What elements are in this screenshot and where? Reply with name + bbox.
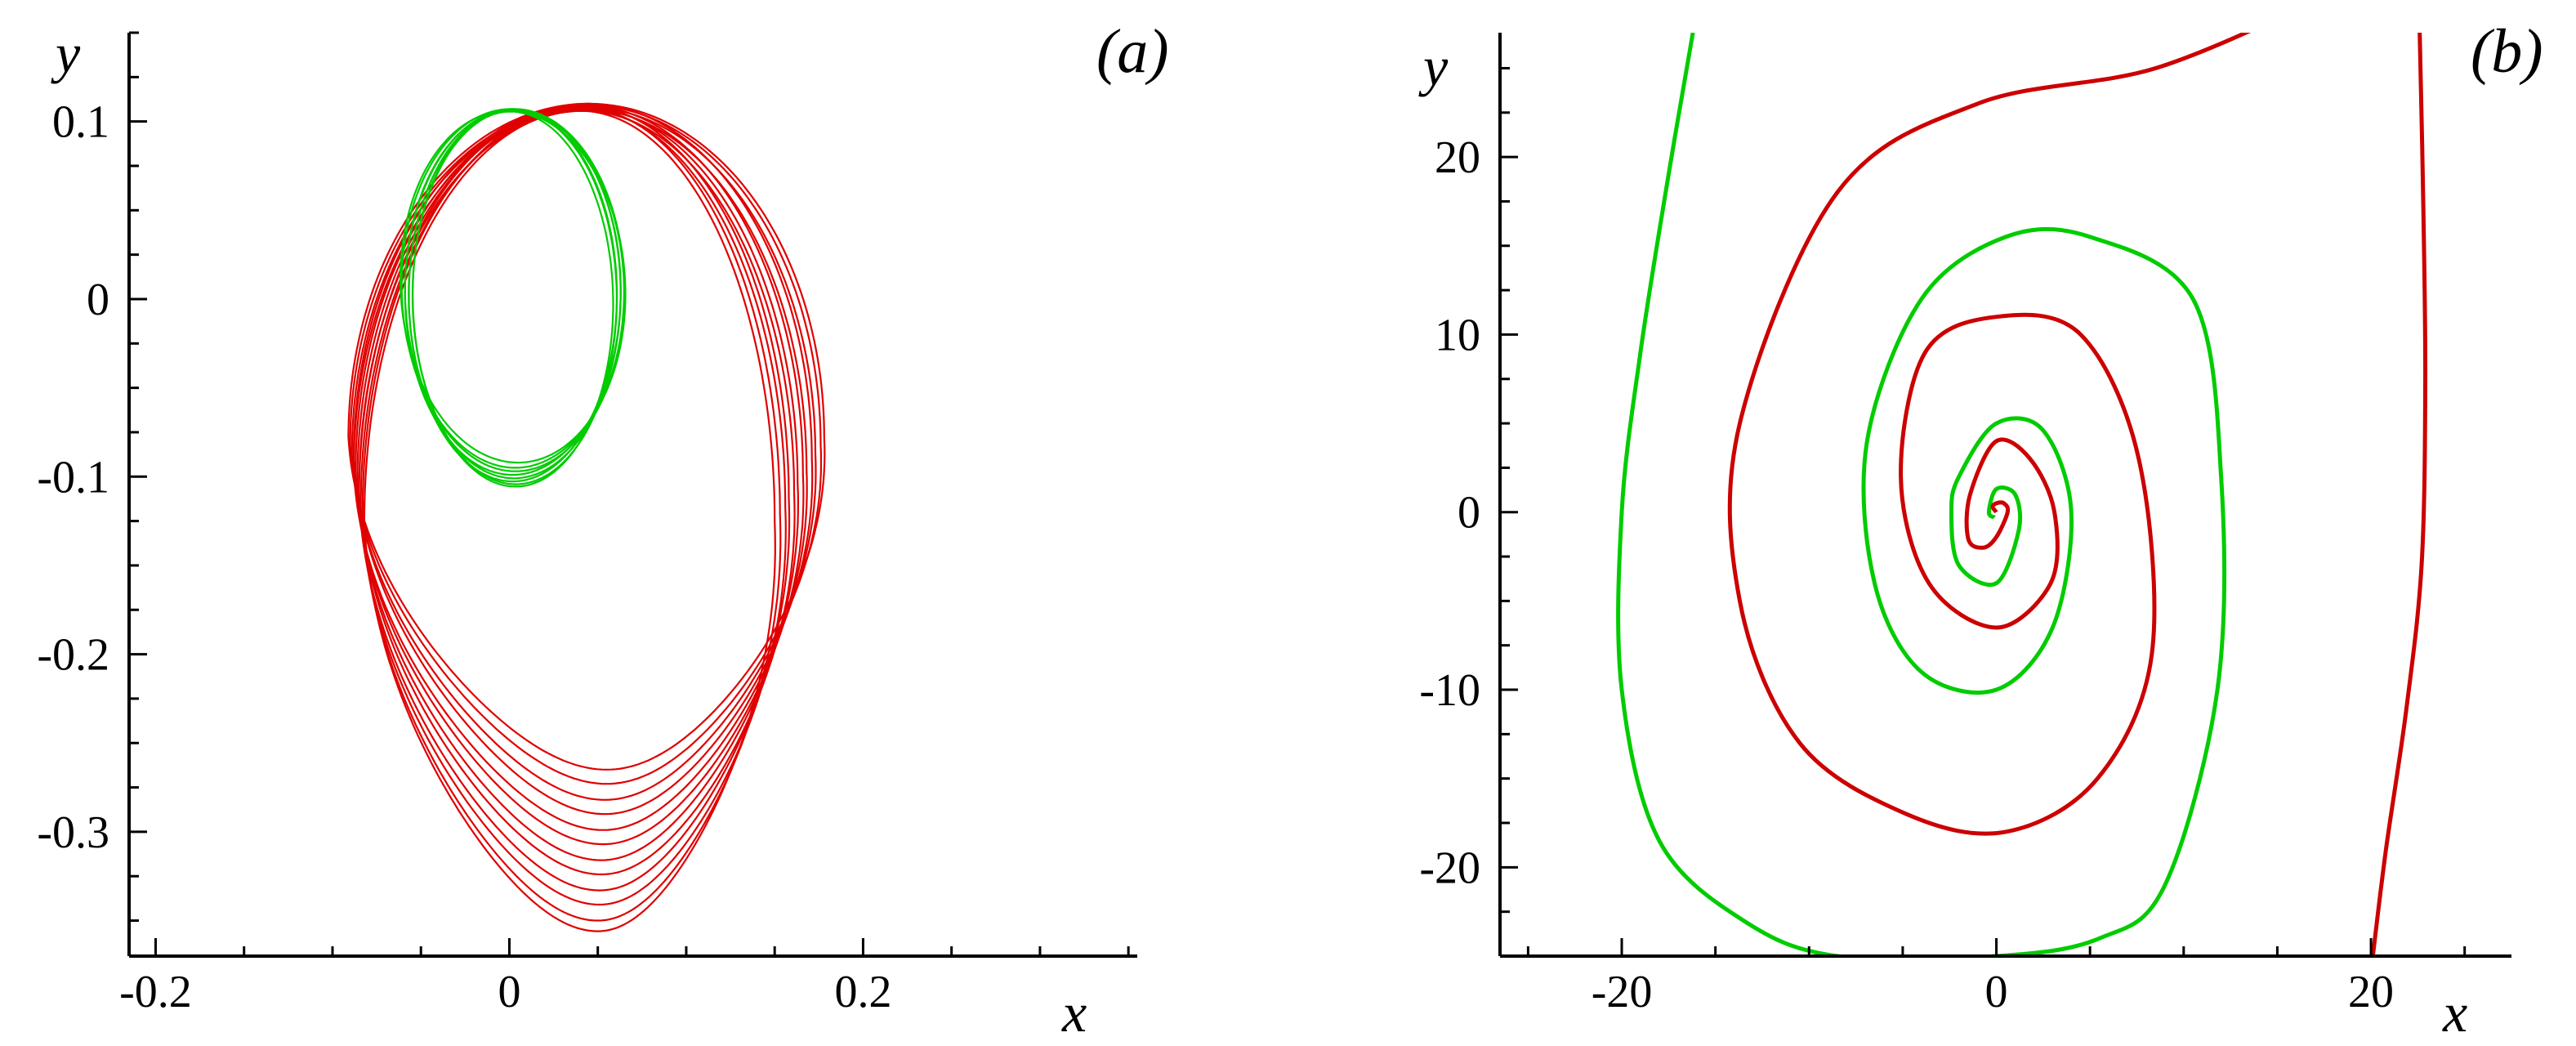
y-tick-label: -10 [1419,665,1480,716]
panel-b-xtick-labels: -20 0 20 [1592,967,2394,1017]
x-tick-label: 0 [498,967,520,1017]
panel-b-label: (b) [2471,17,2543,86]
red-orbit-line [349,104,823,785]
green-orbit-line [400,110,627,464]
y-tick-label: 10 [1435,310,1480,360]
x-tick-label: 0 [1985,967,2008,1017]
red-spiral-line [1727,33,2252,836]
y-tick-label: -20 [1419,843,1480,893]
red-orbit-line [354,104,805,846]
y-tick-label: -0.1 [37,452,109,503]
panel-b: -20 0 20 -20 -10 0 10 20 x y (b) [1418,17,2543,1044]
panel-b-curves [1616,33,2428,956]
x-tick-label: -20 [1592,967,1653,1017]
y-tick-label: -0.3 [37,807,109,858]
y-tick-label: 20 [1435,132,1480,183]
red-orbit-line [358,110,796,876]
panel-a-x-axis-title: x [1061,981,1087,1044]
green-spiral-line [1616,33,2227,956]
red-spiral-line [2370,33,2428,956]
panel-a-ticks [129,31,1130,956]
y-tick-label: 0 [87,275,109,325]
panel-a-ytick-labels: -0.3 -0.2 -0.1 0 0.1 [37,97,109,858]
red-orbit-line [359,108,787,906]
panel-b-ticks [1500,66,2467,958]
panel-a-y-axis-title: y [51,22,81,84]
x-tick-label: 0.2 [834,967,891,1017]
red-orbit-line [347,102,826,771]
y-tick-label: -0.2 [37,630,109,681]
green-orbit-line [412,110,614,488]
panel-b-ytick-labels: -20 -10 0 10 20 [1419,132,1480,893]
panel-a-label: (a) [1096,17,1169,86]
panel-b-y-axis-title: y [1418,35,1449,97]
panel-a-curves [347,102,826,932]
y-tick-label: 0 [1458,488,1480,539]
x-tick-label: -0.2 [119,967,192,1017]
y-tick-label: 0.1 [52,97,109,148]
red-orbit-line [356,106,800,861]
red-orbit-line [358,104,791,892]
panel-a-xtick-labels: -0.2 0 0.2 [119,967,891,1017]
red-orbit-line [361,106,782,922]
x-tick-label: 20 [2348,967,2394,1017]
panel-b-x-axis-title: x [2442,981,2467,1044]
red-orbit-line [363,110,776,932]
panel-a: -0.2 0 0.2 -0.3 -0.2 -0.1 0 0.1 x y (a) [37,17,1168,1044]
